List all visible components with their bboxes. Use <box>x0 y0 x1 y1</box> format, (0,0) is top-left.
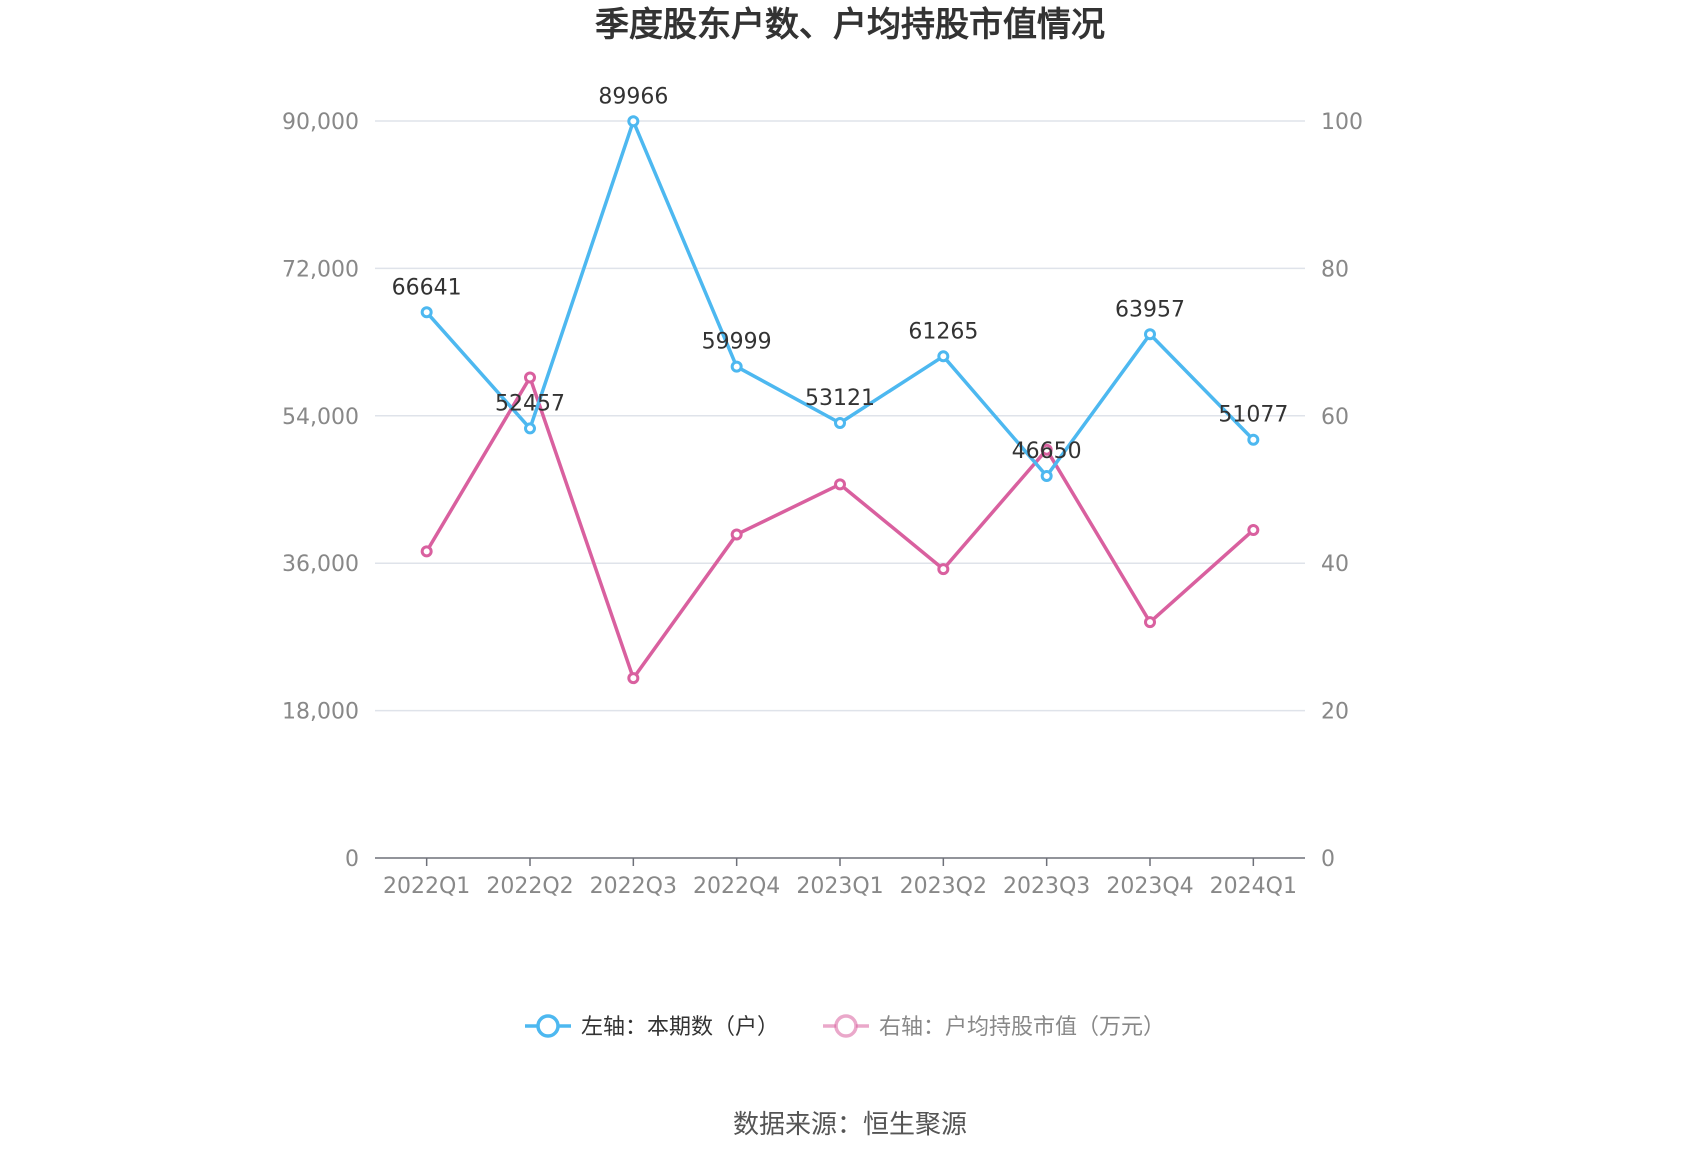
grid-lines <box>375 120 1305 712</box>
axes: 0 0 18,000 20 36,000 40 54,000 60 72,000 80 90,000… <box>282 110 1363 899</box>
legend-item: 左轴：本期数（户） <box>525 1014 779 1040</box>
x-tick-label: 2023Q2 <box>900 874 987 899</box>
data-point <box>627 672 640 685</box>
y-right-tick-label: 20 <box>1321 700 1349 725</box>
y-right-tick-label: 40 <box>1321 552 1349 577</box>
legend-item: 右轴：户均持股市值（万元） <box>823 1014 1165 1040</box>
legend-label: 左轴：本期数（户） <box>581 1015 779 1040</box>
data-source: 数据来源：恒生聚源 <box>733 1110 967 1140</box>
data-point <box>937 350 950 363</box>
data-label: 63957 <box>1115 297 1185 322</box>
data-label: 52457 <box>495 391 565 416</box>
x-tick-label: 2024Q1 <box>1210 874 1297 899</box>
data-label: 66641 <box>392 275 462 300</box>
data-point <box>1247 433 1260 446</box>
legend: 左轴：本期数（户） 右轴：户均持股市值（万元） <box>525 1014 1165 1040</box>
x-tick-label: 2023Q4 <box>1106 874 1193 899</box>
x-tick-label: 2022Q2 <box>486 874 573 899</box>
data-label: 61265 <box>908 319 978 344</box>
chart-title: 季度股东户数、户均持股市值情况 <box>595 5 1105 45</box>
data-label: 53121 <box>805 386 875 411</box>
x-tick-label: 2022Q1 <box>383 874 470 899</box>
data-point <box>834 416 846 429</box>
data-labels: 66641 52457 89966 59999 53121 61265 46650 63957… <box>392 84 1289 464</box>
data-point <box>420 545 433 558</box>
legend-label: 右轴：户均持股市值（万元） <box>879 1015 1165 1040</box>
data-label: 59999 <box>702 330 772 355</box>
data-point <box>1144 616 1156 629</box>
x-tick-label: 2023Q1 <box>796 874 883 899</box>
y-left-tick-label: 0 <box>345 847 359 872</box>
data-point <box>1247 524 1260 537</box>
data-point <box>627 115 640 128</box>
data-point <box>524 422 536 435</box>
data-point <box>730 360 743 373</box>
data-label: 46650 <box>1012 439 1082 464</box>
data-point <box>1040 469 1053 482</box>
data-point <box>937 563 950 576</box>
data-point <box>1040 443 1053 456</box>
y-left-tick-label: 36,000 <box>282 552 359 577</box>
data-point <box>834 478 846 491</box>
y-right-tick-label: 60 <box>1321 405 1349 430</box>
y-left-tick-label: 54,000 <box>282 405 359 430</box>
y-left-tick-label: 72,000 <box>282 257 359 282</box>
x-tick-label: 2022Q3 <box>590 874 677 899</box>
data-label: 89966 <box>598 84 668 109</box>
x-tick-label: 2022Q4 <box>693 874 780 899</box>
y-left-tick-label: 18,000 <box>282 700 359 725</box>
data-label: 51077 <box>1218 403 1288 428</box>
y-right-tick-label: 100 <box>1321 110 1363 135</box>
data-point <box>1144 328 1156 341</box>
y-left-tick-label: 90,000 <box>282 110 359 135</box>
legend-marker-icon <box>536 1014 560 1038</box>
x-tick-label: 2023Q3 <box>1003 874 1090 899</box>
data-point <box>420 306 433 319</box>
data-point <box>730 528 743 541</box>
y-right-tick-label: 80 <box>1321 257 1349 282</box>
y-right-tick-label: 0 <box>1321 847 1335 872</box>
legend-marker-icon <box>834 1014 858 1038</box>
data-point <box>524 371 536 384</box>
series-lines <box>420 115 1260 685</box>
